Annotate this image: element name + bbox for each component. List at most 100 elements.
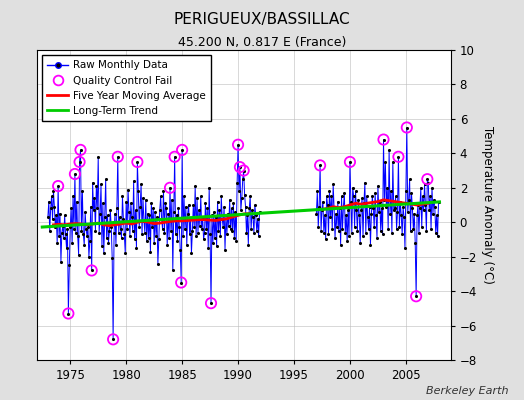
Point (111, 210, 119, 217)
Point (187, 250, 195, 256)
Point (242, 204, 250, 210)
Point (196, 193, 205, 200)
Point (247, 226, 255, 232)
Point (119, 216, 127, 222)
Point (173, 238, 182, 244)
Point (227, 205, 236, 212)
Point (405, 197, 413, 203)
Point (430, 197, 438, 203)
Point (145, 212, 154, 218)
Text: PERIGUEUX/BASSILLAC: PERIGUEUX/BASSILLAC (173, 12, 351, 27)
Point (109, 336, 117, 342)
Point (400, 214, 408, 220)
Point (48, 216, 57, 222)
Point (223, 231, 231, 238)
Point (226, 226, 235, 232)
Point (132, 245, 140, 251)
Point (208, 212, 216, 218)
Point (383, 184, 391, 191)
Point (114, 154, 122, 160)
Point (66, 224, 74, 230)
Point (377, 205, 386, 212)
Point (248, 207, 256, 213)
Legend: Raw Monthly Data, Quality Control Fail, Five Year Moving Average, Long-Term Tren: Raw Monthly Data, Quality Control Fail, … (42, 55, 211, 121)
Point (325, 188, 334, 194)
Point (392, 226, 401, 232)
Point (86, 204, 95, 210)
Point (335, 205, 344, 212)
Point (71, 171, 79, 177)
Point (350, 193, 358, 200)
Point (414, 202, 422, 208)
Point (334, 228, 343, 234)
Point (394, 209, 402, 215)
Point (236, 164, 244, 170)
Point (171, 231, 180, 238)
Point (210, 209, 218, 215)
Point (316, 162, 324, 168)
Point (189, 202, 198, 208)
Point (130, 236, 139, 243)
Point (411, 240, 419, 246)
Point (54, 183, 62, 189)
Point (146, 248, 155, 255)
Point (341, 229, 350, 236)
Point (166, 184, 174, 191)
Point (344, 207, 352, 213)
Point (417, 184, 425, 191)
Point (381, 159, 389, 165)
Point (164, 210, 172, 217)
Point (342, 212, 351, 218)
Point (389, 207, 398, 213)
Point (152, 233, 160, 239)
Point (409, 226, 418, 232)
Point (376, 198, 384, 205)
Point (160, 229, 169, 236)
Point (387, 188, 395, 194)
Point (324, 231, 333, 238)
Point (243, 212, 252, 218)
Point (237, 207, 245, 213)
Point (51, 224, 60, 230)
Point (419, 193, 427, 200)
Point (47, 205, 55, 212)
Point (199, 214, 207, 220)
Point (377, 228, 385, 234)
Point (172, 212, 181, 218)
Point (394, 154, 402, 160)
Point (228, 228, 237, 234)
Point (319, 198, 327, 205)
Point (112, 242, 120, 248)
Point (70, 226, 78, 232)
Point (74, 252, 83, 258)
Point (183, 210, 192, 217)
Point (358, 195, 366, 201)
Point (320, 229, 328, 236)
Point (92, 183, 101, 189)
Point (312, 210, 321, 217)
Point (354, 197, 363, 203)
Point (361, 180, 369, 186)
Point (234, 142, 242, 148)
Point (215, 207, 224, 213)
Point (407, 190, 416, 196)
Point (336, 242, 345, 248)
Point (167, 228, 175, 234)
Point (194, 229, 202, 236)
Point (315, 204, 323, 210)
Point (58, 229, 66, 236)
Point (75, 159, 84, 165)
Point (84, 224, 92, 230)
Point (138, 231, 146, 238)
Point (322, 193, 331, 200)
Point (182, 204, 190, 210)
Point (69, 193, 77, 200)
Point (101, 214, 109, 220)
Point (235, 188, 243, 194)
Point (331, 234, 339, 241)
Point (46, 228, 54, 234)
Point (170, 154, 179, 160)
Point (347, 229, 356, 236)
Point (117, 234, 126, 241)
Point (71, 171, 79, 177)
